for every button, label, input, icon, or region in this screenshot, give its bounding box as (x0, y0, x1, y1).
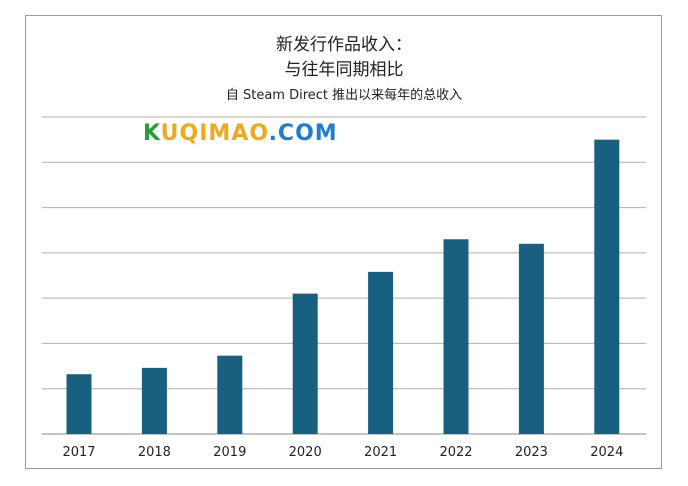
x-tick-label: 2021 (364, 445, 397, 460)
x-tick-label: 2017 (62, 445, 95, 460)
bar-2023 (518, 243, 544, 434)
watermark-logo: KUQIMAO.COM (143, 121, 338, 146)
bar-2018 (141, 367, 167, 434)
bar-2021 (368, 271, 394, 434)
x-tick-label: 2023 (515, 445, 548, 460)
x-tick-label: 2022 (439, 445, 472, 460)
x-tick-label: 2019 (213, 445, 246, 460)
bar-2020 (292, 293, 318, 434)
x-tick-labels: 2017 2018 2019 2020 2021 2022 2023 2024 (62, 445, 623, 460)
grid-lines (42, 116, 646, 435)
bar-2024 (594, 139, 620, 434)
x-tick-label: 2018 (138, 445, 171, 460)
bar-2017 (66, 374, 92, 434)
bar-2022 (443, 239, 469, 434)
x-tick-label: 2024 (590, 445, 623, 460)
x-tick-label: 2020 (289, 445, 322, 460)
bar-2019 (217, 355, 243, 434)
chart-title-line2: 与往年同期相比 (284, 60, 404, 80)
chart-frame (25, 15, 662, 469)
chart-subtitle: 自 Steam Direct 推出以来每年的总收入 (225, 88, 463, 103)
chart-title: 新发行作品收入： (276, 35, 412, 55)
bars (66, 139, 620, 434)
